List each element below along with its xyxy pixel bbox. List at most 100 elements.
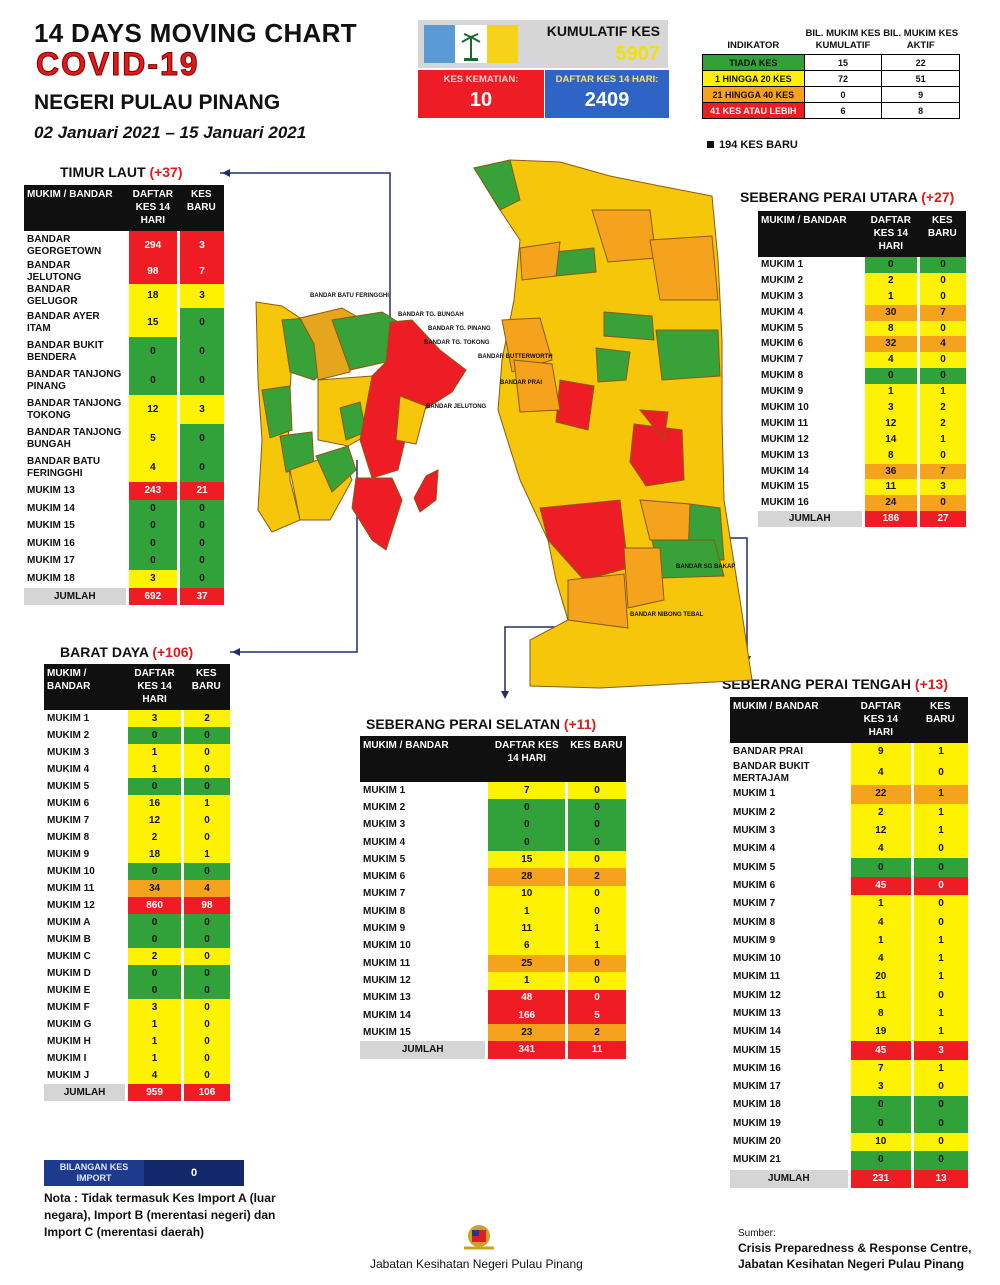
row-label: MUKIM 14 — [27, 502, 75, 514]
column-header: KES BARU — [566, 736, 626, 782]
table-row: MUKIM 18 0 0 — [730, 1096, 968, 1115]
total-label: JUMLAH — [44, 1084, 127, 1101]
kes-baru-cell: 0 — [911, 1078, 968, 1097]
row-label: MUKIM J — [47, 1069, 90, 1081]
kes-baru-cell: 0 — [177, 308, 224, 338]
daftar-cell: 30 — [861, 304, 919, 321]
kes-baru-cell: 0 — [917, 447, 966, 464]
table-row: BANDAR TANJONG BUNGAH 5 0 — [24, 424, 224, 454]
table-row: BANDAR TANJONG TOKONG 12 3 — [24, 395, 224, 425]
table-row: MUKIM 1 22 1 — [730, 785, 968, 804]
table-row: MUKIM 10 3 2 — [758, 400, 966, 416]
column-header: KES BARU — [912, 697, 968, 743]
table-row: MUKIM 18 3 0 — [24, 570, 224, 588]
row-label: MUKIM 6 — [733, 879, 776, 891]
row-label: MUKIM 9 — [761, 386, 804, 398]
row-label: MUKIM 16 — [761, 497, 809, 509]
table-row: MUKIM 5 15 0 — [360, 851, 626, 869]
column-header: MUKIM / BANDAR — [44, 664, 127, 710]
daftar-cell: 0 — [485, 799, 567, 817]
row-label: MUKIM 19 — [733, 1117, 781, 1129]
table-row: MUKIM 13 8 0 — [758, 447, 966, 464]
table-row: BANDAR BUKIT BENDERA 0 0 — [24, 337, 224, 367]
kes-baru-cell: 0 — [177, 570, 224, 588]
table-row: MUKIM 6 32 4 — [758, 336, 966, 353]
penang-flag-icon — [424, 25, 518, 63]
table-row: BANDAR AYER ITAM 15 0 — [24, 308, 224, 338]
covid-title: COVID-19 — [36, 46, 200, 83]
daftar-cell: 0 — [125, 499, 179, 518]
kes-baru-cell: 0 — [911, 986, 968, 1005]
row-label: MUKIM 12 — [761, 433, 809, 445]
row-label: MUKIM 15 — [761, 481, 809, 493]
row-label: MUKIM 12 — [47, 899, 95, 911]
table-row: BANDAR GELUGOR 18 3 — [24, 284, 224, 309]
daftar-cell: 15 — [125, 308, 179, 338]
row-label: MUKIM 14 — [733, 1026, 781, 1038]
total-label: JUMLAH — [730, 1169, 849, 1188]
daftar-cell: 0 — [861, 257, 919, 273]
daftar-cell: 4 — [847, 840, 913, 859]
daftar-cell: 3 — [125, 710, 183, 727]
daftar-cell: 32 — [861, 336, 919, 353]
kes-baru-cell: 0 — [180, 1033, 230, 1050]
daftar-cell: 0 — [125, 517, 179, 535]
row-label: MUKIM 7 — [363, 888, 406, 900]
daftar-cell: 294 — [125, 231, 179, 261]
daftar-cell: 4 — [847, 913, 913, 932]
daftar-cell: 25 — [485, 954, 567, 973]
daftar-cell: 15 — [485, 851, 567, 869]
table-seberang-perai-selatan: MUKIM / BANDAR DAFTAR KES 14 HARI KES BARU… — [360, 736, 626, 1059]
daftar-cell: 243 — [125, 482, 179, 500]
table-row: MUKIM 13 243 21 — [24, 482, 224, 500]
row-label: MUKIM 9 — [47, 848, 90, 860]
daftar-cell: 8 — [861, 447, 919, 464]
daftar-cell: 1 — [861, 288, 919, 305]
row-label: MUKIM 21 — [733, 1154, 781, 1166]
import-box: BILANGAN KES IMPORT 0 — [44, 1160, 244, 1186]
kes-baru-cell: 0 — [917, 320, 966, 337]
row-label: MUKIM 13 — [27, 485, 75, 497]
row-label: MUKIM 8 — [761, 370, 804, 382]
row-label: MUKIM 3 — [761, 290, 804, 302]
table-row: MUKIM 3 12 1 — [730, 821, 968, 841]
row-label: MUKIM I — [47, 1052, 87, 1064]
kes-baru-cell: 1 — [565, 937, 626, 955]
column-header: MUKIM / BANDAR — [758, 211, 864, 257]
import-label: BILANGAN KES IMPORT — [59, 1162, 129, 1183]
column-header: DAFTAR KES 14 HARI — [849, 697, 913, 743]
region-title-seberang-perai-tengah: SEBERANG PERAI TENGAH (+13) — [722, 676, 948, 692]
daftar-cell: 1 — [125, 761, 183, 778]
new-cases-note: 194 KES BARU — [707, 139, 798, 151]
kes-baru-cell: 0 — [565, 851, 626, 869]
row-label: MUKIM 5 — [733, 861, 776, 873]
kes-baru-cell: 0 — [180, 744, 230, 761]
row-label: MUKIM 12 — [733, 989, 781, 1001]
kes-baru-cell: 1 — [911, 949, 968, 969]
deaths-box: KES KEMATIAN: 10 — [418, 70, 544, 118]
kes-baru-cell: 2 — [180, 710, 230, 727]
row-label: BANDAR BUKIT MERTAJAM — [733, 761, 810, 785]
table-seberang-perai-tengah: MUKIM / BANDAR DAFTAR KES 14 HARI KES BARU… — [730, 697, 968, 1188]
table-row: BANDAR TANJONG PINANG 0 0 — [24, 366, 224, 396]
row-label: MUKIM 11 — [761, 417, 809, 429]
row-label: MUKIM 16 — [27, 537, 75, 549]
daftar-cell: 0 — [847, 858, 913, 877]
table-row: MUKIM 14 36 7 — [758, 463, 966, 480]
daftar-cell: 1 — [861, 384, 919, 401]
row-label: MUKIM 11 — [363, 957, 411, 969]
table-row: MUKIM 17 0 0 — [24, 552, 224, 571]
kes-baru-cell: 1 — [911, 1059, 968, 1079]
source-label: Sumber: — [738, 1228, 776, 1239]
kes-baru-cell: 0 — [911, 858, 968, 877]
daftar-cell: 24 — [861, 495, 919, 512]
